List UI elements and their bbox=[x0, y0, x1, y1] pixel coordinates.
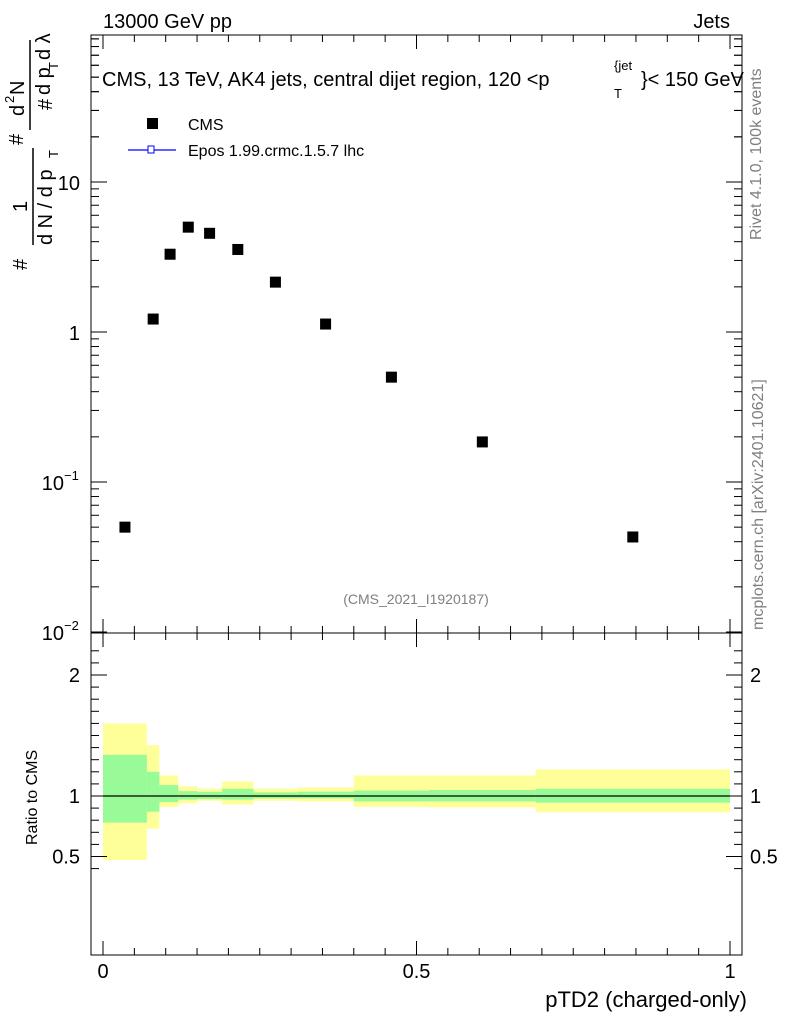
y-tick-label-exponent: −2 bbox=[64, 618, 79, 633]
analysis-id: (CMS_2021_I1920187) bbox=[343, 591, 489, 607]
y-label-N: N bbox=[7, 81, 29, 95]
y-axis-label: # 1 d N / d p T # d 2 N # d p T d λ bbox=[2, 33, 61, 270]
plot-title: CMS, 13 TeV, AK4 jets, central dijet reg… bbox=[102, 58, 745, 101]
header-right: Jets bbox=[693, 11, 730, 33]
cms-data-point bbox=[385, 371, 397, 383]
y-tick-label-exponent: −1 bbox=[64, 468, 79, 483]
y-label-one: 1 bbox=[10, 201, 32, 212]
x-tick-label: 0 bbox=[97, 961, 108, 983]
legend-cms-marker bbox=[147, 118, 158, 129]
main-plot-ticks bbox=[91, 35, 742, 633]
x-tick-label: 1 bbox=[724, 961, 735, 983]
ratio-plot-ticks bbox=[91, 633, 742, 955]
x-tick-labels: 0 0.5 1 bbox=[97, 961, 735, 983]
ratio-y-tick-label-left: 1 bbox=[69, 786, 80, 808]
plot-title-tail: }< 150 GeV bbox=[641, 69, 745, 91]
y-label-dN: d N / d p bbox=[35, 169, 57, 245]
cms-data-point bbox=[320, 318, 332, 330]
cms-data-point bbox=[476, 436, 488, 448]
ratio-band-inner bbox=[222, 788, 254, 800]
x-axis-label: pTD2 (charged-only) bbox=[545, 987, 747, 1012]
y-tick-label: 10 bbox=[42, 623, 64, 645]
ratio-uncertainty-bands bbox=[103, 723, 730, 861]
y-tick-label: 10 bbox=[42, 473, 64, 495]
legend: CMS Epos 1.99.crmc.1.5.7 lhc bbox=[128, 117, 364, 160]
legend-epos-label: Epos 1.99.crmc.1.5.7 lhc bbox=[188, 143, 364, 160]
cms-data-point bbox=[164, 248, 176, 260]
y-label-squared: 2 bbox=[2, 96, 17, 103]
ratio-y-tick-label-left: 2 bbox=[69, 665, 80, 687]
y-label-hash1: # bbox=[10, 258, 32, 270]
y-label-dp: d p bbox=[33, 67, 55, 95]
y-tick-label: 10 bbox=[58, 173, 80, 195]
y-label-hash3: # bbox=[35, 98, 57, 110]
y-label-T2: T bbox=[46, 62, 61, 70]
ratio-axis-label: Ratio to CMS bbox=[24, 750, 41, 845]
ratio-y-tick-label-right: 2 bbox=[750, 665, 761, 687]
plot-title-sup: {jet bbox=[614, 58, 632, 73]
plot-title-sub: T bbox=[614, 86, 622, 101]
y-label-T1: T bbox=[46, 150, 61, 158]
cms-data-point bbox=[269, 276, 281, 288]
y-label-dlambda: d λ bbox=[33, 33, 55, 60]
cms-data-points bbox=[119, 221, 639, 543]
ratio-y-tick-label-right: 1 bbox=[750, 786, 761, 808]
y-label-dNsq-d: d bbox=[7, 105, 29, 116]
ratio-band-inner bbox=[103, 754, 147, 823]
y-tick-label: 1 bbox=[69, 323, 80, 345]
mcplots-label: mcplots.cern.ch [arXiv:2401.10621] bbox=[750, 379, 767, 630]
rivet-label: Rivet 4.1.0, 100k events bbox=[748, 68, 765, 240]
ratio-band-inner bbox=[297, 791, 354, 799]
cms-data-point bbox=[147, 313, 159, 325]
ratio-y-tick-label-right: 0.5 bbox=[750, 847, 778, 869]
cms-data-point bbox=[204, 227, 216, 239]
cms-data-point bbox=[232, 243, 244, 255]
ratio-y-tick-labels: 0.5 0.5 1 1 2 2 bbox=[52, 665, 778, 869]
ratio-band-inner bbox=[253, 792, 298, 799]
x-tick-label: 0.5 bbox=[403, 961, 431, 983]
cms-data-point bbox=[182, 221, 194, 233]
ratio-plot-panel: 0.5 0.51 12 2 0 0.5 1 bbox=[52, 632, 778, 983]
cms-data-point bbox=[627, 531, 639, 543]
plot-title-main: CMS, 13 TeV, AK4 jets, central dijet reg… bbox=[102, 69, 550, 91]
legend-cms-label: CMS bbox=[188, 117, 224, 134]
y-label-hash2: # bbox=[6, 133, 28, 145]
ratio-band-inner bbox=[178, 791, 198, 800]
ratio-band-inner bbox=[146, 771, 160, 812]
cms-data-point bbox=[119, 521, 131, 533]
legend-epos-marker bbox=[147, 145, 155, 154]
header-left: 13000 GeV pp bbox=[103, 11, 232, 33]
ratio-y-tick-label-left: 0.5 bbox=[52, 847, 80, 869]
ratio-band-inner bbox=[197, 791, 223, 800]
ratio-band-inner bbox=[159, 785, 179, 803]
